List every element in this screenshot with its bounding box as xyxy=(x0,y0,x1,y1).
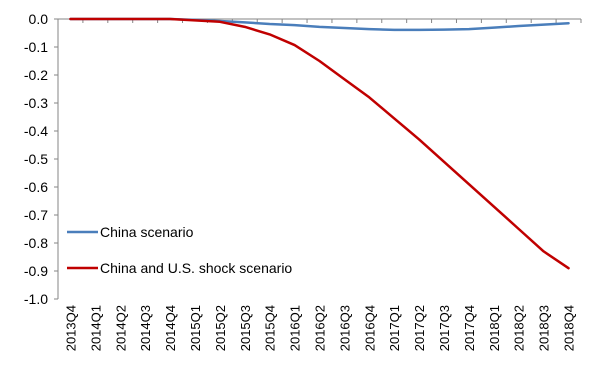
legend-label-2: China and U.S. shock scenario xyxy=(100,260,292,276)
y-tick-label: -0.1 xyxy=(24,39,48,55)
y-tick-label: -0.6 xyxy=(24,179,48,195)
y-tick-label: -0.3 xyxy=(24,95,48,111)
x-tick-label: 2015Q3 xyxy=(238,305,253,351)
y-tick-label: -0.5 xyxy=(24,151,48,167)
x-tick-label: 2013Q4 xyxy=(63,305,78,351)
x-tick-label: 2016Q3 xyxy=(337,305,352,351)
y-tick-label: 0.0 xyxy=(29,11,49,27)
x-tick-label: 2016Q1 xyxy=(288,305,303,351)
x-tick-label: 2016Q2 xyxy=(313,305,328,351)
x-tick-label: 2017Q2 xyxy=(412,305,427,351)
x-tick-label: 2014Q2 xyxy=(113,305,128,351)
series-line-1 xyxy=(69,17,570,32)
y-tick-label: -0.9 xyxy=(24,263,48,279)
x-tick-label: 2016Q4 xyxy=(362,305,377,351)
series-line-2 xyxy=(69,17,570,270)
y-tick-label: -0.2 xyxy=(24,67,48,83)
x-tick-label: 2014Q1 xyxy=(88,305,103,351)
y-tick-label: -0.7 xyxy=(24,207,48,223)
x-tick-label: 2018Q3 xyxy=(537,305,552,351)
x-tick-label: 2015Q2 xyxy=(213,305,228,351)
x-tick-label: 2018Q1 xyxy=(487,305,502,351)
x-tick-label: 2018Q4 xyxy=(562,305,577,351)
legend-label-1: China scenario xyxy=(100,224,194,240)
x-tick-label: 2018Q2 xyxy=(512,305,527,351)
x-tick-label: 2017Q3 xyxy=(437,305,452,351)
x-tick-label: 2015Q4 xyxy=(263,305,278,351)
legend: China scenario China and U.S. shock scena… xyxy=(67,224,292,276)
axes: 0.0 -0.1 -0.2 -0.3 -0.4 -0.5 -0.6 -0.7 -0.8 -0.9 -… xyxy=(24,11,582,351)
x-tick-label: 2014Q4 xyxy=(163,305,178,351)
x-tick-label: 2015Q1 xyxy=(188,305,203,351)
series-layer xyxy=(69,17,570,270)
x-tick-label: 2017Q4 xyxy=(462,305,477,351)
x-tick-label: 2014Q3 xyxy=(138,305,153,351)
y-tick-label: -0.8 xyxy=(24,235,48,251)
y-tick-label: -0.4 xyxy=(24,123,48,139)
y-tick-label: -1.0 xyxy=(24,291,48,307)
x-tick-label: 2017Q1 xyxy=(387,305,402,351)
